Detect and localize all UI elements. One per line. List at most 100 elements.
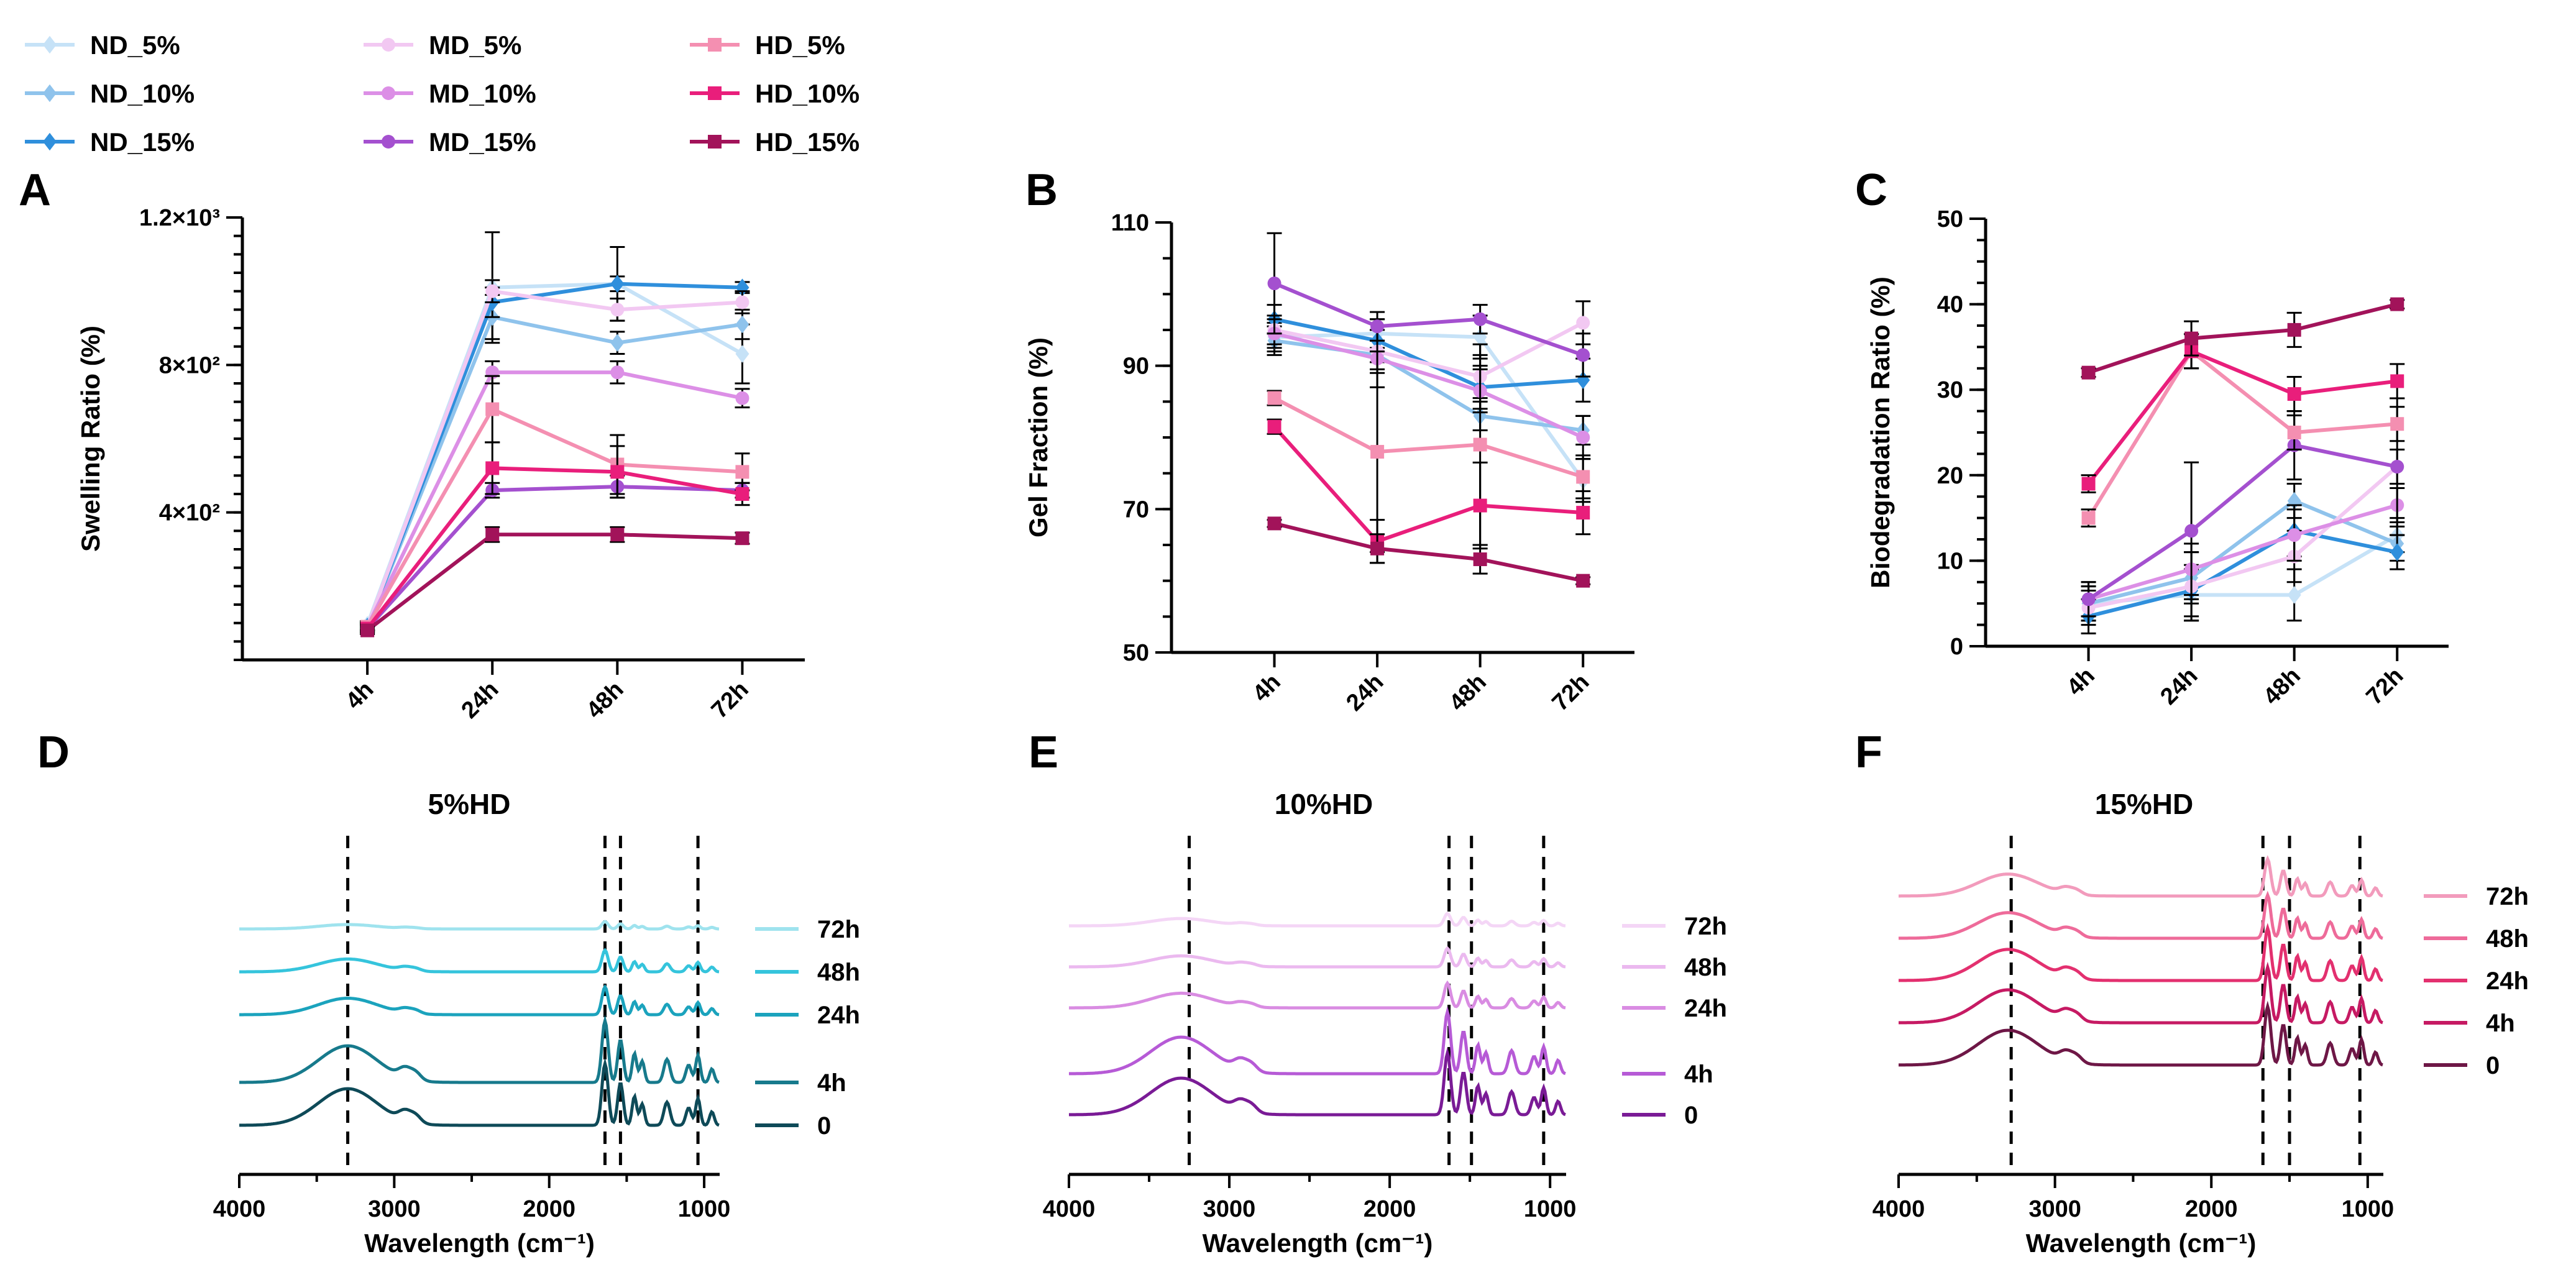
spectrum-line-0 [1899,1000,2383,1067]
x-axis-label: Wavelength (cm⁻¹) [364,1228,595,1258]
y-tick-label: 50 [1937,206,1963,232]
legend-marker-nd-15pct [43,132,57,151]
legend-label-24h: 24h [1684,995,1727,1022]
series-line-hd-5pct [1273,396,1584,479]
x-tick-label-24h: 24h [2155,663,2202,710]
y-tick-label: 8×10² [159,352,220,378]
data-point-nd-15pct-72h [2390,543,2404,561]
series-line-md-5pct [2088,465,2399,610]
series-line-hd-10pct [1273,425,1584,544]
spectrum-line-4h [239,1014,720,1084]
series-line-md-5pct [1273,321,1584,379]
series-nd-15pct [2081,504,2405,634]
series-hd-15pct [1267,516,1591,588]
data-point-hd-10pct-72h [1576,506,1590,520]
panel-letter-d: D [37,728,70,777]
y-axis-label: Biodegradation Ratio (%) [1866,277,1895,588]
swelling-ratio-chart: 4×10² 8×10² 1.2×10³ 4h 24h 48h 72h Swelling Rat… [76,205,805,724]
data-point-hd-10pct-4h [1267,419,1281,434]
series-line-hd-10pct [365,466,743,630]
data-point-md-5pct-72h [735,295,749,309]
legend-label-4h: 4h [2486,1010,2515,1037]
series-line-nd-10pct [365,314,743,628]
x-tick-label: 1000 [2342,1196,2395,1222]
spectrum-line-0 [1069,1047,1566,1117]
data-point-hd-15pct-4h [360,623,375,638]
series-line-hd-15pct [1273,521,1584,583]
spectrum-line-4h [1899,961,2383,1025]
data-point-md-10pct-72h [735,391,749,405]
series-line-md-10pct [1273,331,1584,439]
x-tick-label: 3000 [368,1196,421,1222]
x-axis-label: Wavelength (cm⁻¹) [1203,1228,1433,1258]
x-tick-label-4h: 4h [2062,663,2100,701]
data-point-md-15pct-72h [1576,348,1590,362]
legend-label-48h: 48h [1684,954,1727,981]
data-point-hd-15pct-48h [610,528,625,542]
y-tick-label: 40 [1937,292,1963,318]
data-point-nd-10pct-72h [735,315,749,334]
series-hd-10pct [1267,418,1591,564]
ftir-15hd-chart: 15%HD 4000 3000 2000 1000 Wavelength (cm⁻¹) 72… [1872,788,2529,1258]
series-line-hd-5pct [2087,348,2398,519]
spectrum-line-72h [239,920,720,931]
series-line-md-5pct [365,289,743,628]
series-line-md-15pct [1273,281,1584,357]
series-nd-10pct [360,294,750,636]
x-tick-label: 4000 [1872,1196,1925,1222]
series-line-hd-10pct [2087,349,2398,485]
panel-letter-f: F [1855,728,1882,777]
panel-letter-e: E [1029,728,1058,777]
biodegradation-ratio-chart: 0 10 20 30 40 50 4h 24h 48h 72h Biodegradation Rat… [1866,206,2449,710]
panel-letter-c: C [1855,165,1887,215]
data-point-hd-5pct-48h [2287,426,2301,439]
series-md-10pct [2081,487,2405,618]
legend-label-48h: 48h [817,959,860,986]
series-line-md-10pct [2088,503,2398,601]
legend-label-nd-15pct: ND_15% [90,127,195,157]
series-line-md-15pct [365,485,743,630]
y-tick-label: 90 [1123,354,1149,380]
data-point-nd-15pct-48h [610,275,625,293]
x-tick-label: 4000 [1043,1196,1096,1222]
legend-marker-nd-5pct [43,35,57,54]
data-point-nd-5pct-48h [1473,328,1487,346]
series-hd-15pct [360,526,750,638]
data-point-md-10pct-48h [2287,528,2301,542]
x-tick-label-48h: 48h [1444,669,1492,716]
gel-fraction-chart: 50 70 90 110 4h 24h 48h 72h Gel Fraction (%) [1024,210,1634,716]
data-point-md-15pct-48h [1473,312,1487,326]
x-tick-label-48h: 48h [582,677,629,724]
series-line-nd-5pct [365,281,743,626]
data-point-hd-15pct-24h [485,528,500,542]
data-point-hd-5pct-24h [1370,445,1385,459]
data-point-md-15pct-4h [1267,277,1281,291]
data-point-hd-15pct-4h [1267,516,1281,531]
data-point-hd-10pct-48h [2287,387,2301,401]
ftir-5hd-chart: 5%HD 4000 3000 2000 1000 Wavelength (cm⁻¹) 72h… [213,788,860,1258]
panel-letter-b: B [1025,165,1058,215]
spectrum-line-72h [1069,912,1566,928]
y-tick-label: 0 [1950,634,1963,660]
data-point-hd-5pct-4h [1267,391,1281,405]
series-line-hd-15pct [366,533,743,632]
data-point-md-15pct-24h [2184,524,2199,538]
y-tick-label: 20 [1937,463,1963,489]
x-tick-label-72h: 72h [1547,669,1595,716]
series-line-nd-15pct [1273,317,1584,390]
data-point-hd-10pct-72h [735,487,749,501]
data-point-md-5pct-72h [1576,316,1590,330]
data-point-md-15pct-4h [2081,592,2096,606]
series-line-nd-15pct [365,281,743,628]
y-tick-label: 4×10² [159,500,220,526]
spectrum-line-24h [1899,923,2383,982]
data-point-hd-10pct-48h [1473,498,1487,513]
x-tick-label: 4000 [213,1196,266,1222]
data-point-hd-15pct-48h [2287,322,2301,337]
spectrum-line-48h [1898,890,2383,940]
data-point-md-5pct-24h [485,284,500,298]
panel-letter-a: A [19,165,51,215]
legend-label-nd-10pct: ND_10% [90,79,195,108]
data-point-hd-5pct-72h [2390,417,2404,431]
